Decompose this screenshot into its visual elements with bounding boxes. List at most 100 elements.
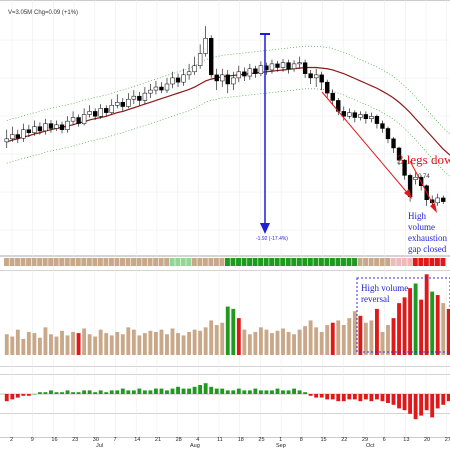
candle-body — [352, 112, 358, 118]
histogram-bar — [408, 394, 413, 414]
signal-cell — [379, 258, 385, 266]
signal-cell — [307, 258, 313, 266]
candle-body — [231, 77, 236, 85]
histogram-bar — [187, 388, 192, 394]
volume-bar — [325, 325, 330, 355]
signal-cell — [236, 258, 241, 266]
candle-body — [43, 123, 48, 132]
histogram-bar — [220, 388, 225, 394]
signal-cell — [103, 258, 109, 266]
month-label: Aug — [190, 443, 200, 449]
signal-cell — [164, 258, 170, 266]
volume-bar — [170, 328, 175, 355]
histogram-bar — [159, 388, 164, 394]
volume-bar — [363, 322, 368, 355]
signal-cell — [108, 258, 114, 266]
signal-cell — [125, 258, 131, 266]
volume-bar — [115, 331, 120, 355]
date-tick-label: 15 — [320, 437, 327, 443]
volume-bar — [120, 334, 125, 355]
histogram-bar — [242, 390, 247, 394]
month-label: Jul — [96, 443, 104, 449]
signal-cell — [258, 258, 264, 266]
signal-cell — [412, 258, 418, 266]
candle-body — [120, 102, 125, 107]
signal-cell — [136, 258, 142, 266]
date-tick-label: 21 — [154, 437, 162, 443]
signal-cell — [247, 258, 253, 266]
histogram-bar — [203, 383, 208, 394]
histogram-bar — [93, 392, 98, 394]
histogram-bar — [319, 394, 324, 398]
date-tick-label: 9 — [30, 437, 34, 443]
histogram-bar — [76, 392, 81, 394]
candle-body — [380, 123, 385, 129]
leg-arrowhead — [404, 189, 412, 199]
candle-body — [385, 128, 391, 140]
volume-bar — [87, 334, 92, 355]
volume-bar — [192, 329, 197, 355]
histogram-bar — [126, 390, 131, 394]
histogram-bar — [270, 390, 274, 394]
volume-bar — [441, 303, 446, 355]
high-volume-reversal-note: High volume reversal — [361, 283, 409, 304]
date-tick-label: 23 — [72, 437, 79, 443]
signal-cell — [280, 258, 286, 266]
signal-cell — [26, 258, 32, 266]
candle-body — [347, 112, 352, 117]
candle-body — [341, 111, 346, 117]
volume-bar — [26, 331, 31, 355]
date-tick-label: 25 — [258, 437, 265, 443]
volume-bar — [43, 327, 48, 355]
date-tick-label: 28 — [175, 437, 182, 443]
histogram-bar — [397, 394, 401, 409]
candle-body — [374, 116, 380, 124]
measure-label: -1.92 (-17.4%) — [256, 236, 288, 242]
candle-body — [87, 111, 92, 115]
candle-body — [92, 111, 98, 117]
volume-bar — [336, 320, 341, 355]
volume-bar — [60, 330, 64, 355]
volume-bar — [408, 288, 413, 355]
histogram-bar — [380, 394, 385, 402]
histogram-bar — [4, 394, 9, 402]
volume-bar — [54, 336, 59, 355]
signal-cell — [180, 258, 186, 266]
date-tick-label: 18 — [237, 437, 244, 443]
candle-body — [203, 38, 208, 54]
candle-body — [54, 124, 59, 129]
histogram-bar — [87, 390, 92, 394]
signal-cell — [263, 258, 269, 266]
candle-body — [104, 108, 109, 113]
annotation-overlays — [260, 33, 450, 353]
volume-bar — [76, 333, 81, 355]
signal-cell — [313, 258, 319, 266]
price-label: 0.74 — [418, 174, 430, 180]
histogram-bar — [181, 388, 186, 394]
signal-cell — [64, 258, 70, 266]
date-tick-label: 7 — [113, 437, 117, 443]
volume-bar — [126, 327, 131, 355]
histogram-bar — [435, 394, 440, 409]
candle-body — [209, 38, 214, 76]
volume-bar — [98, 329, 103, 355]
candle-body — [65, 120, 70, 130]
histogram-bar — [352, 394, 357, 400]
histogram-bar — [71, 392, 75, 394]
histogram-bar — [15, 394, 20, 398]
moving-average-line — [6, 66, 450, 156]
signal-cell — [352, 258, 357, 266]
signal-cell — [429, 258, 435, 266]
candle-body — [32, 126, 37, 133]
candle-body — [109, 105, 114, 113]
signal-cell — [390, 258, 396, 266]
volume-bar — [203, 327, 208, 355]
volume-bar — [292, 334, 296, 355]
candle-body — [319, 74, 324, 83]
histogram-bar — [82, 390, 87, 394]
candle-body — [325, 81, 330, 94]
histogram-bar — [137, 388, 142, 394]
volume-bar — [435, 295, 440, 355]
histogram-bar — [286, 390, 291, 394]
signal-cell — [341, 258, 346, 266]
